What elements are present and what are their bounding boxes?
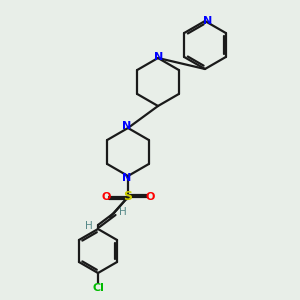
Text: N: N xyxy=(122,121,132,131)
Text: H: H xyxy=(119,207,127,217)
Text: O: O xyxy=(145,192,155,202)
Text: N: N xyxy=(154,52,164,62)
Text: N: N xyxy=(122,173,132,183)
Text: H: H xyxy=(85,221,93,231)
Text: S: S xyxy=(124,190,133,203)
Text: O: O xyxy=(101,192,111,202)
Text: N: N xyxy=(203,16,213,26)
Text: Cl: Cl xyxy=(92,283,104,293)
